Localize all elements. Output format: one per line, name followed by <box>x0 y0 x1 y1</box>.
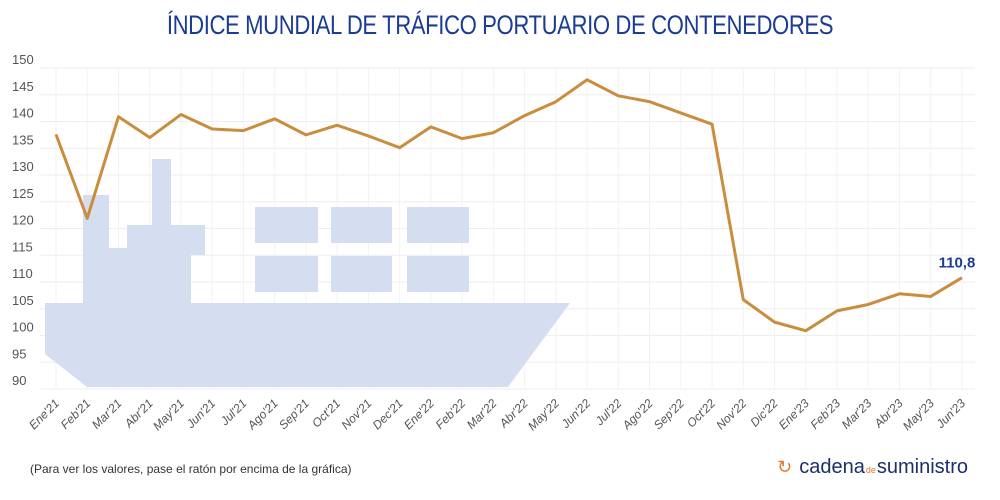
data-point[interactable] <box>114 113 122 121</box>
chart-title: ÍNDICE MUNDIAL DE TRÁFICO PORTUARIO DE C… <box>166 10 834 40</box>
y-tick-label: 125 <box>12 186 34 201</box>
data-point[interactable] <box>333 121 341 129</box>
x-tick-label: Feb'22 <box>433 396 469 432</box>
data-point[interactable] <box>427 123 435 131</box>
y-tick-label: 145 <box>12 79 34 94</box>
data-point[interactable] <box>614 92 622 100</box>
container <box>407 207 469 243</box>
logo-text-de: de <box>865 465 876 475</box>
container <box>255 256 318 292</box>
y-tick-label: 95 <box>12 346 26 361</box>
x-tick-label: Mar'23 <box>839 396 875 432</box>
x-tick-label: Ene'23 <box>776 396 812 432</box>
data-point[interactable] <box>364 132 372 140</box>
x-tick-label: Jun'23 <box>933 396 969 432</box>
x-tick-label: May'21 <box>150 396 187 433</box>
data-point[interactable] <box>771 318 779 326</box>
x-tick-label: Abr'21 <box>121 396 156 431</box>
x-tick-label: Ene'21 <box>26 396 62 432</box>
hover-hint: (Para ver los valores, pase el ratón por… <box>30 462 352 476</box>
container-ship-graphic <box>45 159 570 387</box>
x-tick-label: Jun'21 <box>183 396 218 431</box>
y-tick-label: 115 <box>12 239 33 254</box>
x-tick-label: Dec'21 <box>370 396 406 432</box>
data-point[interactable] <box>708 120 716 128</box>
data-point[interactable] <box>489 129 497 137</box>
x-tick-label: May'23 <box>900 396 937 433</box>
ship-deck-upper <box>127 225 205 255</box>
data-point[interactable] <box>458 135 466 143</box>
x-tick-label: Sep'21 <box>276 396 312 432</box>
data-point[interactable] <box>833 307 841 315</box>
data-point[interactable] <box>396 144 404 152</box>
container <box>407 256 469 292</box>
ship-bridge <box>83 195 109 303</box>
data-point[interactable] <box>521 112 529 120</box>
y-tick-label: 120 <box>12 213 34 228</box>
y-tick-label: 90 <box>12 373 26 388</box>
data-point[interactable] <box>302 131 310 139</box>
data-point[interactable] <box>927 292 935 300</box>
data-point[interactable] <box>83 214 91 222</box>
data-point[interactable] <box>552 98 560 106</box>
y-tick-label: 105 <box>12 293 34 308</box>
y-tick-label: 135 <box>12 132 34 147</box>
data-point[interactable] <box>677 109 685 117</box>
data-point[interactable] <box>208 125 216 133</box>
logo-icon: ↻ <box>777 457 793 477</box>
y-tick-label: 110 <box>12 266 33 281</box>
ship-deck <box>109 248 191 303</box>
x-tick-label: Ago'21 <box>244 396 281 433</box>
data-point[interactable] <box>583 76 591 84</box>
x-tick-label: Feb'21 <box>58 396 94 432</box>
ship-funnel <box>152 159 171 225</box>
y-tick-label: 140 <box>12 106 34 121</box>
y-tick-label: 130 <box>12 159 34 174</box>
x-tick-label: Oct'21 <box>309 396 343 430</box>
x-tick-label: Abr'22 <box>496 396 531 431</box>
x-tick-label: May'22 <box>525 396 562 433</box>
x-tick-label: Ene'22 <box>401 396 437 432</box>
data-point[interactable] <box>239 127 247 135</box>
container <box>331 207 392 243</box>
ship-hull <box>45 303 570 387</box>
logo-text-end: suministro <box>876 456 968 478</box>
x-tick-label: Abr'23 <box>871 396 906 431</box>
x-tick-label: Nov'21 <box>338 396 374 432</box>
data-point[interactable] <box>864 300 872 308</box>
data-label-last: 110,8 <box>939 255 976 272</box>
x-tick-label: Mar'21 <box>89 396 125 432</box>
logo: ↻ cadena de suministro <box>777 456 968 479</box>
y-tick-label: 100 <box>12 320 34 335</box>
x-tick-label: Feb'23 <box>808 396 844 432</box>
x-tick-label: Sep'22 <box>651 396 687 432</box>
data-point[interactable] <box>52 130 60 138</box>
data-point[interactable] <box>146 134 154 142</box>
x-tick-label: Nov'22 <box>713 396 749 432</box>
data-point[interactable] <box>802 327 810 335</box>
x-tick-label: Mar'22 <box>464 396 500 432</box>
x-tick-label: Dic'22 <box>747 396 780 429</box>
series-line <box>54 78 963 333</box>
x-tick-label: Jul'21 <box>217 396 250 429</box>
data-point[interactable] <box>271 115 279 123</box>
x-tick-label: Jun'22 <box>558 396 594 432</box>
data-point[interactable] <box>958 274 966 282</box>
data-point[interactable] <box>177 111 185 119</box>
x-tick-label: Oct'22 <box>684 396 718 430</box>
logo-text-main: cadena <box>799 456 865 478</box>
data-point[interactable] <box>646 98 654 106</box>
container <box>255 207 318 243</box>
y-tick-label: 150 <box>12 52 34 67</box>
container <box>331 256 392 292</box>
data-point[interactable] <box>895 290 903 298</box>
x-tick-label: Ago'22 <box>619 396 656 433</box>
data-point[interactable] <box>739 296 747 304</box>
